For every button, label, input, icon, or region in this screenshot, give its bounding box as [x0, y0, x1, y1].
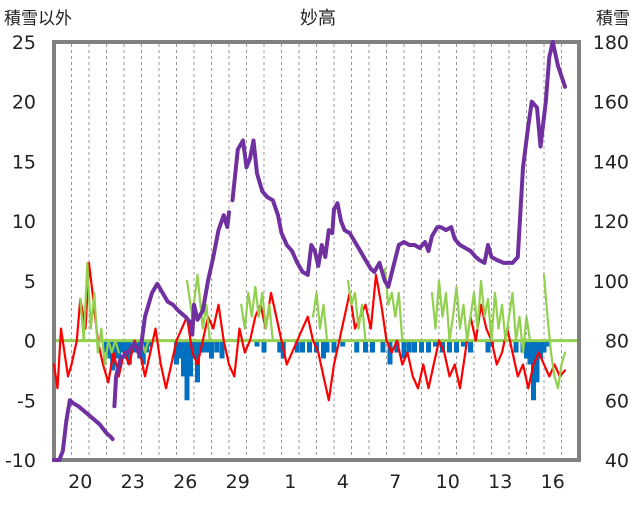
x-tick-label: 23 [121, 471, 145, 493]
precipitation-bar [534, 340, 540, 383]
precipitation-bar [191, 340, 197, 359]
x-tick-label: 26 [173, 471, 197, 493]
precipitation-bar [541, 340, 547, 353]
precipitation-bar [406, 340, 412, 353]
precipitation-bar [354, 340, 360, 353]
precipitation-bar [468, 340, 473, 353]
x-tick-label: 29 [226, 471, 250, 493]
series-lines [52, 40, 567, 462]
precipitation-bar [419, 340, 424, 353]
snow-depth-line [52, 40, 567, 462]
right-tick-label: 100 [593, 271, 629, 293]
precipitation-bar [181, 340, 186, 377]
temperature-red-line [52, 261, 567, 402]
precipitation-bar [140, 340, 146, 365]
precipitation-bar [254, 340, 260, 347]
right-tick-label: 60 [605, 390, 629, 412]
precipitation-bar [380, 340, 386, 353]
precipitation-bar [524, 340, 529, 359]
axis-labels: 25 20 15 10 5 0 -5 -10 180 160 140 120 100 80 60 40 20 23… [5, 32, 629, 493]
precipitation-bar [324, 340, 330, 353]
precipitation-bar [340, 340, 346, 347]
right-tick-label: 160 [593, 92, 629, 114]
precipitation-bar [177, 340, 183, 359]
precipitation-bar [321, 340, 326, 359]
x-tick-label: 20 [68, 471, 92, 493]
precipitation-bar [219, 340, 225, 359]
precipitation-bar [307, 340, 312, 353]
left-tick-label: 5 [24, 271, 36, 293]
precipitation-bar [331, 340, 337, 353]
right-axis-label: 積雪 [596, 9, 630, 29]
precipitation-bar [184, 340, 190, 401]
precipitation-bar [174, 340, 179, 365]
precipitation-bar [214, 340, 220, 353]
temperature-green-line [79, 261, 567, 390]
precipitation-bar [401, 340, 407, 359]
right-tick-label: 140 [593, 151, 629, 173]
precipitation-bar [300, 340, 305, 353]
precipitation-bar [433, 340, 438, 347]
grid-layer [71, 44, 562, 458]
left-tick-label: -5 [17, 390, 36, 412]
precipitation-bar [513, 340, 519, 353]
plot-frame [52, 40, 581, 462]
precipitation-bar [454, 340, 459, 353]
x-tick-label: 13 [488, 471, 512, 493]
precipitation-bar [545, 340, 550, 347]
right-tick-label: 120 [593, 211, 629, 233]
precipitation-bar [394, 340, 400, 353]
precipitation-bar [202, 340, 207, 353]
precipitation-bar [277, 340, 283, 353]
left-tick-label: -10 [5, 450, 36, 472]
left-tick-label: 25 [12, 32, 36, 54]
right-tick-label: 80 [605, 331, 629, 353]
precipitation-bar [538, 340, 543, 359]
left-tick-label: 0 [24, 331, 36, 353]
left-tick-label: 10 [12, 211, 36, 233]
precipitation-bar [447, 340, 452, 353]
precipitation-bar [188, 340, 193, 377]
chart-title: 妙高 [300, 8, 336, 29]
precipitation-bar [123, 340, 129, 359]
right-tick-label: 40 [605, 450, 629, 472]
precipitation-bar [412, 340, 417, 353]
precipitation-bar [370, 340, 375, 353]
x-tick-label: 1 [284, 471, 296, 493]
precipitation-bar [426, 340, 431, 353]
x-tick-label: 7 [389, 471, 401, 493]
right-tick-label: 180 [593, 32, 629, 54]
precipitation-bar [294, 340, 300, 353]
precipitation-bar [147, 340, 153, 347]
precipitation-bar [112, 340, 118, 359]
precipitation-bar [461, 340, 466, 347]
precipitation-bar [205, 340, 211, 353]
left-tick-label: 15 [12, 151, 36, 173]
x-tick-label: 10 [436, 471, 460, 493]
precipitation-bar [119, 340, 125, 353]
x-tick-label: 4 [337, 471, 349, 493]
precipitation-bar [387, 340, 393, 365]
precipitation-bar [209, 340, 214, 359]
precipitation-bar [485, 340, 491, 353]
left-axis-label: 積雪以外 [4, 9, 72, 29]
x-tick-label: 16 [541, 471, 565, 493]
precipitation-bar [363, 340, 368, 353]
precipitation-bar [261, 340, 267, 353]
precipitation-bar [527, 340, 533, 365]
left-tick-label: 20 [12, 92, 36, 114]
precipitation-bar [531, 340, 536, 401]
